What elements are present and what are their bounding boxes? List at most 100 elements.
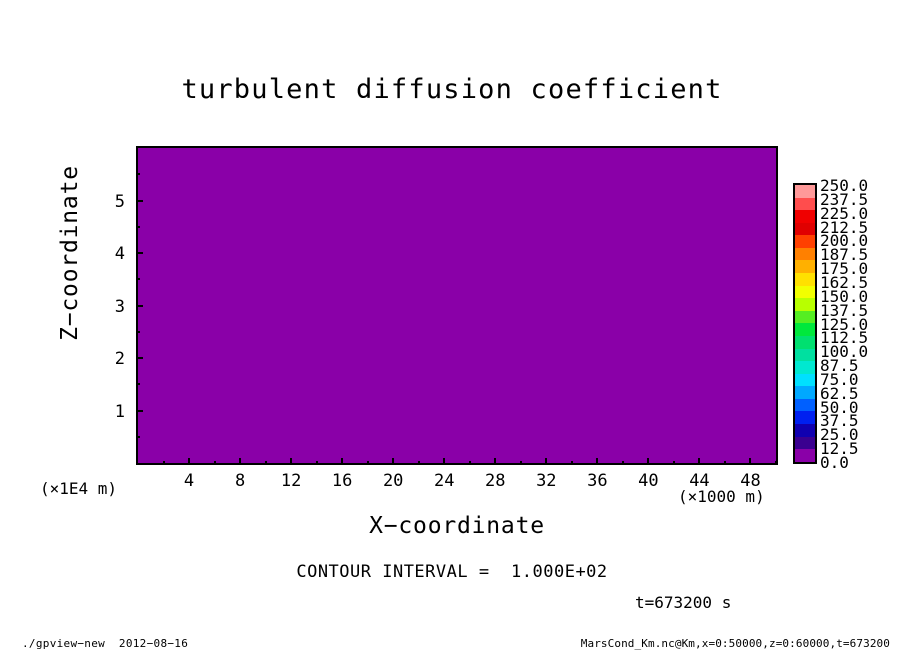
colorbar-tick-label: 162.5	[820, 272, 869, 292]
contour-interval-label: CONTOUR INTERVAL = 1.000E+02	[296, 562, 608, 582]
x-tick-mark-minor	[519, 461, 522, 465]
x-tick-mark	[698, 458, 701, 465]
x-tick-mark	[596, 458, 599, 465]
colorbar-tick-label: 212.5	[820, 217, 869, 237]
colorbar-tick-label: 237.5	[820, 189, 869, 209]
x-tick-label: 20	[382, 471, 404, 491]
x-tick-mark-minor	[315, 461, 318, 465]
x-tick-label: 32	[536, 471, 557, 491]
colorbar-swatch	[795, 273, 815, 286]
colorbar-swatch	[795, 335, 815, 349]
colorbar-tick-label: 200.0	[820, 231, 869, 251]
colorbar-swatch	[795, 185, 815, 198]
y-tick-mark-minor	[136, 173, 140, 176]
colorbar-tick-label: 62.5	[820, 383, 859, 403]
colorbar-tick-label: 175.0	[820, 259, 869, 279]
colorbar-swatch	[795, 260, 815, 274]
x-tick-mark	[647, 458, 650, 465]
colorbar-swatch	[795, 222, 815, 236]
y-tick-mark	[136, 357, 143, 359]
x-tick-mark-minor	[723, 461, 726, 465]
colorbar-swatch	[795, 235, 815, 248]
colorbar-swatch	[795, 210, 815, 223]
colorbar-tick-label: 250.0	[820, 176, 869, 195]
x-tick-mark-minor	[162, 461, 165, 465]
colorbar-tick-label: 25.0	[820, 425, 859, 445]
x-tick-mark-minor	[672, 461, 675, 465]
colorbar-swatch	[795, 386, 815, 399]
x-tick-mark	[392, 458, 395, 465]
x-tick-mark	[749, 458, 752, 465]
y-tick-label: 3	[114, 296, 125, 317]
colorbar-swatch	[795, 423, 815, 437]
x-tick-mark	[188, 458, 191, 465]
y-tick-mark-minor	[136, 225, 140, 228]
colorbar-tick-label: 37.5	[820, 411, 859, 431]
time-label: t=673200 s	[635, 593, 732, 612]
y-tick-label: 5	[114, 191, 125, 212]
x-tick-mark-minor	[570, 461, 573, 465]
x-tick-label: 36	[587, 471, 608, 491]
colorbar-swatch	[795, 398, 815, 412]
x-tick-label: 12	[280, 471, 302, 491]
colorbar-tick-label: 225.0	[820, 203, 869, 223]
x-tick-mark-minor	[621, 461, 624, 465]
x-tick-label: 24	[433, 471, 455, 491]
y-tick-mark	[136, 304, 143, 307]
y-tick-mark-minor	[136, 278, 140, 281]
y-tick-label: 2	[114, 349, 125, 369]
y-tick-mark-minor	[136, 383, 140, 386]
y-tick-mark	[136, 409, 143, 412]
colorbar-swatch	[795, 361, 815, 374]
y-axis-title: Z−coordinate	[57, 165, 83, 341]
y-axis-unit-label: (×1E4 m)	[40, 479, 118, 498]
x-tick-label: 16	[331, 471, 353, 491]
colorbar-swatch	[795, 411, 815, 424]
x-tick-mark	[341, 458, 344, 465]
x-tick-mark-minor	[417, 461, 420, 465]
colorbar-swatch	[795, 310, 815, 324]
colorbar-swatch	[795, 285, 815, 299]
x-tick-mark-minor	[775, 461, 777, 465]
x-axis-unit-label: (×1000 m)	[678, 487, 765, 506]
x-tick-mark-minor	[468, 461, 471, 465]
x-tick-mark-minor	[213, 461, 216, 465]
colorbar-swatch	[795, 373, 815, 387]
colorbar-swatch	[795, 449, 815, 462]
y-tick-mark	[136, 199, 143, 202]
x-tick-label: 8	[234, 471, 246, 491]
colorbar-tick-labels: 250.0 237.5 225.0 212.5 200.0 187.5 175.0 162.5…	[820, 176, 900, 471]
x-tick-mark	[494, 458, 497, 465]
footer-dataset-label: MarsCond_Km.nc@Km,x=0:50000,z=0:60000,t=…	[580, 637, 890, 650]
x-tick-label: 28	[485, 471, 506, 491]
x-tick-label: 48	[740, 471, 761, 491]
x-tick-mark-minor	[264, 461, 267, 465]
colorbar-swatch	[795, 298, 815, 311]
colorbar-swatch	[795, 323, 815, 336]
colorbar-tick-label: 87.5	[820, 356, 859, 376]
colorbar-swatch	[795, 247, 815, 261]
colorbar-tick-label: 50.0	[820, 397, 859, 417]
colorbar[interactable]	[793, 183, 817, 464]
colorbar-swatch	[795, 348, 815, 362]
x-tick-mark	[239, 458, 242, 465]
y-tick-mark	[136, 252, 143, 254]
y-tick-label: 4	[114, 244, 125, 264]
x-tick-mark	[545, 458, 548, 465]
x-tick-mark	[443, 458, 446, 465]
footer-command-label: ./gpview−new 2012−08−16	[22, 637, 189, 650]
colorbar-tick-label: 137.5	[820, 300, 869, 320]
colorbar-tick-label: 150.0	[820, 286, 869, 306]
x-tick-mark	[290, 458, 293, 465]
x-axis-title: X−coordinate	[369, 513, 545, 539]
colorbar-tick-label: 125.0	[820, 314, 869, 334]
page-title: turbulent diffusion coefficient	[181, 74, 723, 105]
contour-plot-area[interactable]	[136, 146, 778, 465]
colorbar-tick-label: 112.5	[820, 328, 869, 348]
x-tick-label: 40	[638, 471, 659, 491]
contour-field	[138, 148, 776, 463]
colorbar-tick-label: 100.0	[820, 342, 869, 362]
colorbar-tick-label: 12.5	[820, 439, 859, 459]
colorbar-swatch	[795, 436, 815, 450]
